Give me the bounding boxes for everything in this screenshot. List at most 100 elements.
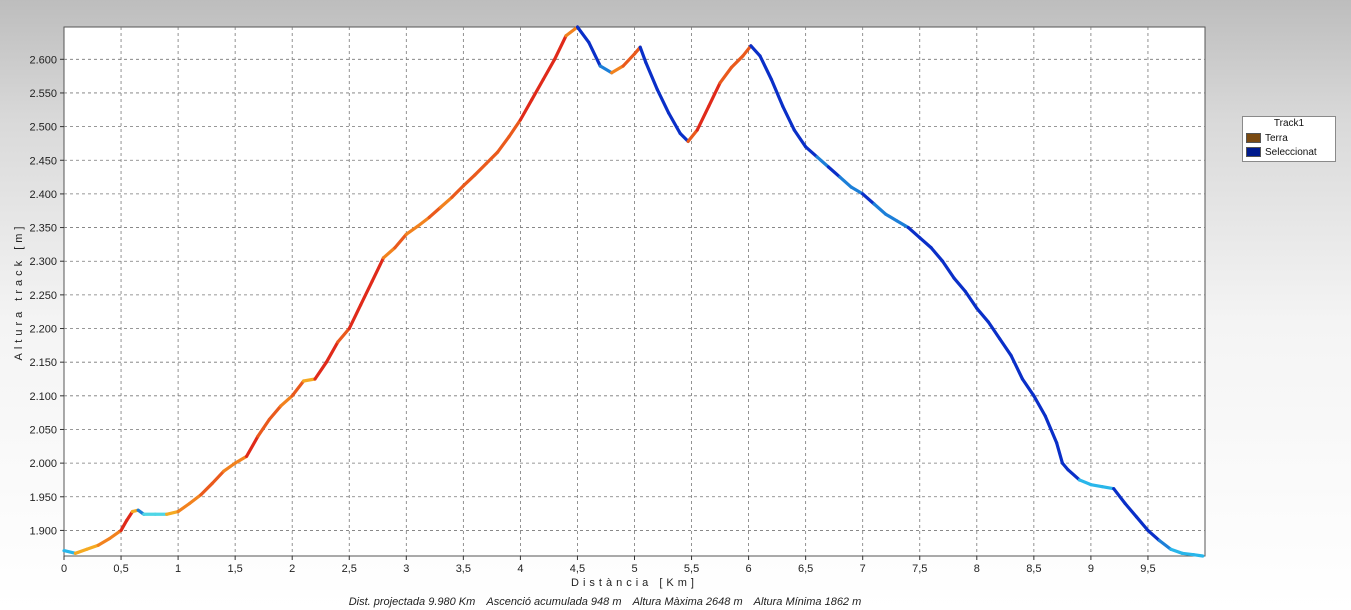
track-segment [370,256,386,284]
track-segment [1100,485,1116,491]
track-segment [233,454,249,465]
track-segment [484,150,500,166]
track-segment [495,135,511,154]
x-tick-label: 8 [974,563,980,575]
y-tick-label: 1.900 [29,525,57,537]
ticks: 0 0,5 1 1,5 2 2,5 3 3,5 4 4,5 5 5,5 6 6,5 7 7,5 8 8,5 9 9,5… [29,54,1155,575]
track-segment [906,225,922,240]
track-segment [393,232,408,250]
track-segment [1066,468,1082,482]
track-segment [749,44,762,58]
track-segment [187,493,203,506]
series-track1 [62,25,1205,558]
track-segment [895,219,910,230]
track-segment [667,111,682,135]
x-tick-label: 4,5 [570,563,585,575]
y-tick-label: 2.100 [29,391,57,403]
track-segment [461,173,477,188]
track-segment [1089,483,1104,489]
track-segment [781,104,796,132]
track-segment [975,306,990,324]
track-segment [741,44,753,58]
track-segment [324,340,340,364]
y-tick-label: 2.600 [29,54,57,66]
x-tick-label: 4 [517,563,523,575]
track-segment [1191,553,1205,558]
track-segment [655,87,671,115]
y-tick-label: 2.250 [29,290,57,302]
y-tick-label: 2.550 [29,88,57,100]
track-segment [929,246,945,263]
track-segment [940,259,956,280]
track-segment [686,128,699,144]
track-segment [427,205,443,220]
y-tick-label: 2.150 [29,357,57,369]
track-segment [1123,501,1139,519]
track-segment [518,98,534,122]
y-tick-label: 2.050 [29,424,57,436]
x-tick-label: 7 [860,563,866,575]
x-axis-label: Distància [Km] [571,577,698,589]
track-segment [621,52,637,68]
legend: Track1 Terra Seleccionat [1242,116,1336,162]
track-segment [610,64,625,75]
legend-label-terra: Terra [1265,132,1288,144]
track-segment [210,469,226,485]
track-segment [678,131,690,144]
track-segment [347,303,363,331]
track-segment [1134,515,1150,533]
track-segment [598,64,614,75]
track-segment [861,192,876,206]
track-segment [1020,377,1036,398]
legend-item-seleccionat: Seleccionat [1243,145,1335,159]
track-segment [438,195,454,209]
y-tick-label: 1.950 [29,492,57,504]
track-stats: Dist. projectada 9.980 Km Ascenció acumu… [0,596,1210,608]
x-tick-label: 0,5 [113,563,128,575]
track-segment [1032,394,1047,418]
grid [64,27,1205,556]
track-segment [176,501,192,514]
track-segment [222,461,237,473]
track-segment [792,128,808,149]
x-tick-label: 1,5 [228,563,243,575]
track-segment [707,81,722,109]
track-segment [587,40,602,68]
track-segment [381,246,397,260]
x-tick-label: 1 [175,563,181,575]
track-segment [883,212,899,223]
track-segment [302,377,317,383]
track-segment [1180,551,1196,557]
x-tick-label: 2 [289,563,295,575]
track-segment [450,184,465,199]
y-axis-label: Altura track [m] [13,223,25,361]
track-segment [267,404,283,421]
track-segment [416,215,431,228]
x-tick-label: 3,5 [456,563,471,575]
track-segment [1043,414,1059,445]
track-segment [530,77,545,102]
stat-ascent: Ascenció acumulada 948 m [486,596,622,608]
track-segment [404,224,420,236]
track-segment [564,25,580,38]
y-tick-label: 2.400 [29,189,57,201]
track-segment [119,518,129,533]
x-tick-label: 5 [631,563,637,575]
legend-swatch-terra [1246,133,1261,143]
track-segment [1157,538,1173,551]
track-segment [998,337,1013,358]
track-segment [541,57,557,82]
track-segment [473,162,488,177]
x-tick-label: 9,5 [1140,563,1155,575]
track-segment [125,509,135,522]
track-segment [952,276,967,294]
track-segment [1055,441,1064,465]
track-segment [1077,478,1093,487]
track-segment [769,77,785,109]
legend-item-terra: Terra [1243,131,1335,145]
stat-distance: Dist. projectada 9.980 Km [348,596,476,608]
track-segment [804,145,819,159]
track-segment [963,289,979,310]
stat-min-altitude: Altura Mínima 1862 m [753,596,862,608]
